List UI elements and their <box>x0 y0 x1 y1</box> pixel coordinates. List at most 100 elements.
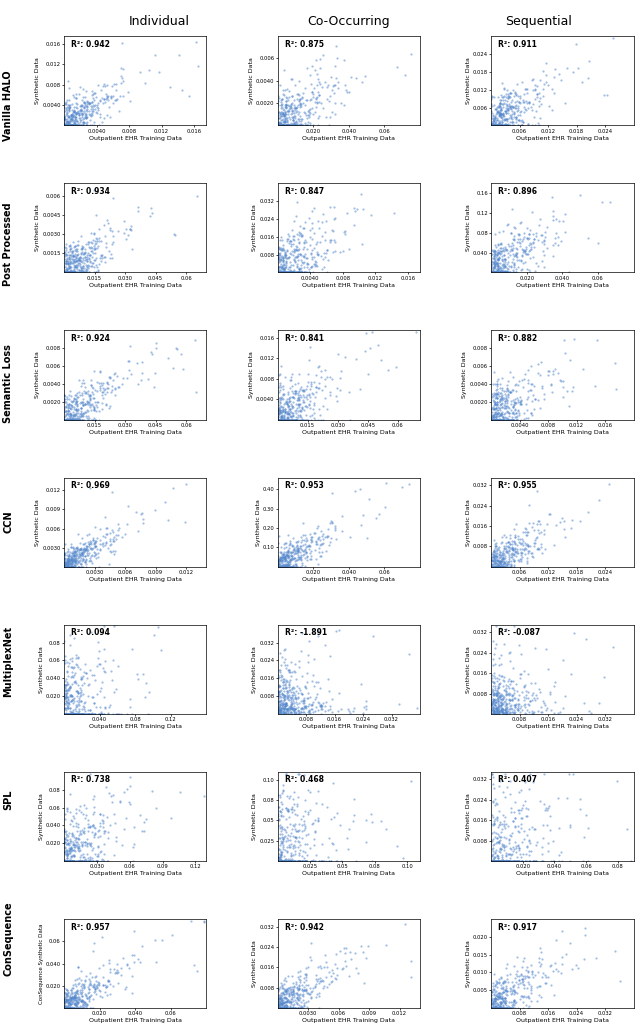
Point <box>296 408 307 425</box>
Point <box>274 1000 284 1016</box>
Point <box>494 984 504 1001</box>
Point <box>105 697 115 713</box>
Point <box>108 234 118 250</box>
Point <box>499 705 509 722</box>
Point <box>287 680 297 697</box>
Point <box>495 388 506 404</box>
Point <box>560 688 570 704</box>
Point <box>289 540 299 556</box>
Point <box>280 677 290 694</box>
Point <box>531 993 541 1009</box>
Point <box>278 265 289 281</box>
Point <box>502 542 512 558</box>
Point <box>287 366 298 383</box>
Point <box>296 111 306 127</box>
Point <box>285 412 295 428</box>
Point <box>63 558 73 575</box>
Point <box>60 557 70 574</box>
Point <box>318 695 328 711</box>
Point <box>491 694 501 710</box>
Point <box>361 812 371 828</box>
Point <box>287 853 297 870</box>
Point <box>279 412 289 428</box>
Point <box>60 554 70 571</box>
Point <box>75 546 85 562</box>
Point <box>281 986 291 1003</box>
Point <box>82 830 92 847</box>
Point <box>63 1000 74 1016</box>
Point <box>495 245 506 262</box>
Point <box>513 696 523 712</box>
Point <box>280 403 290 420</box>
Point <box>92 980 102 997</box>
Point <box>274 700 284 717</box>
Point <box>133 199 143 215</box>
Point <box>488 117 498 133</box>
Point <box>287 102 298 119</box>
Point <box>509 107 520 123</box>
Point <box>321 853 332 870</box>
Point <box>101 91 111 108</box>
Point <box>535 516 545 533</box>
Point <box>70 552 80 569</box>
Point <box>68 117 79 133</box>
Point <box>529 821 540 838</box>
Point <box>98 538 108 554</box>
Point <box>100 700 110 717</box>
Point <box>60 839 70 855</box>
Point <box>286 547 296 564</box>
Point <box>516 816 527 832</box>
Point <box>124 353 134 369</box>
Point <box>490 376 500 393</box>
Point <box>273 558 284 575</box>
Point <box>63 412 73 428</box>
Point <box>487 117 497 133</box>
Point <box>90 251 100 268</box>
Point <box>289 97 299 114</box>
Point <box>502 409 512 426</box>
Point <box>63 705 73 722</box>
Point <box>82 258 92 275</box>
Point <box>489 265 499 281</box>
Point <box>497 408 508 425</box>
Point <box>504 405 514 422</box>
Point <box>278 249 288 266</box>
Point <box>524 538 534 554</box>
Point <box>305 221 315 238</box>
Point <box>88 804 99 821</box>
Point <box>79 851 90 868</box>
Point <box>412 700 422 717</box>
Point <box>502 412 512 428</box>
Point <box>124 960 134 976</box>
Point <box>488 1000 498 1016</box>
Point <box>522 230 532 246</box>
Point <box>489 853 499 870</box>
Point <box>547 81 557 97</box>
Point <box>488 677 498 694</box>
Point <box>285 256 296 273</box>
Point <box>547 101 557 118</box>
Point <box>284 663 294 679</box>
Point <box>492 558 502 575</box>
Point <box>501 691 511 707</box>
Point <box>109 546 120 562</box>
Point <box>61 113 71 129</box>
Point <box>274 558 284 575</box>
Point <box>277 265 287 281</box>
Point <box>60 391 70 407</box>
Point <box>67 113 77 129</box>
Point <box>296 811 306 827</box>
Point <box>275 110 285 126</box>
Point <box>518 976 529 993</box>
Point <box>510 93 520 110</box>
Point <box>520 853 530 870</box>
Point <box>83 412 93 428</box>
Point <box>509 264 519 280</box>
Point <box>502 395 513 412</box>
Point <box>84 253 95 270</box>
Point <box>288 975 298 992</box>
Point <box>312 246 323 263</box>
Point <box>500 263 510 279</box>
Point <box>186 913 196 930</box>
Point <box>495 265 506 281</box>
